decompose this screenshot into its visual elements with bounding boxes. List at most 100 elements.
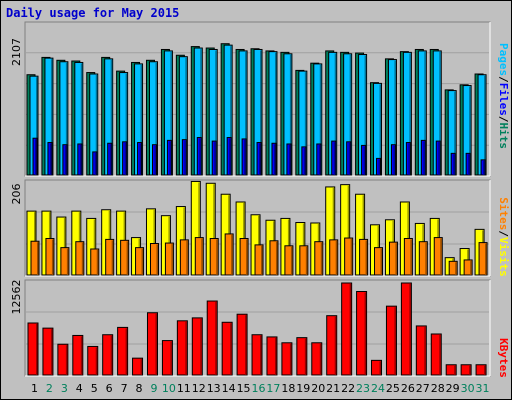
- bar-pages-day-17: [271, 142, 277, 176]
- x-label-day-11: 11: [177, 382, 191, 395]
- bars: [26, 43, 488, 376]
- legend-sites: Sites: [497, 197, 510, 230]
- bar-sites-day-10: [164, 242, 174, 276]
- x-label-day-17: 17: [266, 382, 280, 395]
- bar-kbytes-day-9: [146, 312, 158, 376]
- bar-kbytes-day-15: [236, 313, 248, 376]
- bar-sites-day-11: [179, 239, 189, 276]
- x-label-day-25: 25: [386, 382, 400, 395]
- bar-sites-day-27: [418, 241, 428, 276]
- legend-sep-2: /: [497, 116, 510, 123]
- y-max-label-kbytes: 12562: [10, 280, 23, 315]
- bar-sites-day-20: [314, 241, 324, 276]
- x-label-day-31: 31: [476, 382, 490, 395]
- bar-pages-day-11: [181, 139, 187, 176]
- legend-hits: Hits: [497, 123, 510, 150]
- bar-sites-day-8: [135, 247, 145, 276]
- y-max-label-visits: 206: [10, 184, 23, 205]
- bar-pages-day-5: [92, 151, 98, 176]
- x-label-day-13: 13: [207, 382, 221, 395]
- bar-pages-day-4: [77, 143, 83, 176]
- legend-kbytes: KBytes: [497, 338, 510, 378]
- bar-kbytes-day-11: [176, 320, 188, 376]
- x-label-day-15: 15: [237, 382, 251, 395]
- y-max-label-hits: 2107: [10, 38, 23, 66]
- x-label-day-16: 16: [252, 382, 266, 395]
- bar-kbytes-day-24: [371, 359, 383, 376]
- legend-sep-3: /: [497, 230, 510, 237]
- bar-sites-day-1: [30, 240, 40, 276]
- x-label-day-26: 26: [401, 382, 415, 395]
- x-label-day-24: 24: [371, 382, 385, 395]
- bar-kbytes-day-19: [296, 337, 308, 376]
- bar-kbytes-day-31: [475, 364, 487, 376]
- bar-sites-day-13: [209, 237, 219, 276]
- bar-pages-day-16: [256, 142, 262, 176]
- x-label-day-6: 6: [106, 382, 113, 395]
- x-label-day-14: 14: [222, 382, 236, 395]
- bar-sites-day-23: [359, 238, 369, 276]
- x-label-day-27: 27: [416, 382, 430, 395]
- bar-kbytes-day-17: [266, 336, 278, 376]
- x-label-day-12: 12: [192, 382, 206, 395]
- bar-pages-day-26: [405, 142, 411, 176]
- bar-pages-day-9: [151, 144, 157, 176]
- x-label-day-9: 9: [150, 382, 157, 395]
- legend-pages: Pages: [497, 43, 510, 76]
- bar-pages-day-18: [286, 143, 292, 176]
- bar-kbytes-day-7: [117, 326, 129, 376]
- bar-kbytes-day-30: [460, 364, 472, 376]
- bar-kbytes-day-2: [42, 327, 54, 376]
- x-label-day-23: 23: [356, 382, 370, 395]
- bar-kbytes-day-18: [281, 342, 293, 376]
- bar-kbytes-day-28: [430, 333, 442, 376]
- x-label-day-29: 29: [446, 382, 460, 395]
- bar-kbytes-day-16: [251, 334, 263, 376]
- bar-kbytes-day-3: [57, 343, 69, 376]
- bar-pages-day-15: [241, 138, 247, 176]
- x-label-day-5: 5: [91, 382, 98, 395]
- x-label-day-10: 10: [162, 382, 176, 395]
- legend-files: Files: [497, 83, 510, 116]
- bar-pages-day-19: [301, 146, 307, 176]
- bar-kbytes-day-6: [102, 334, 114, 376]
- legend-sep-1: /: [497, 76, 510, 83]
- bar-sites-day-14: [224, 233, 234, 276]
- bar-sites-day-3: [60, 247, 70, 276]
- bar-pages-day-27: [420, 139, 426, 176]
- legend-visits: Visits: [497, 237, 510, 277]
- bar-kbytes-day-25: [385, 305, 397, 376]
- bar-kbytes-day-1: [27, 322, 39, 376]
- bar-pages-day-30: [465, 152, 471, 176]
- bar-kbytes-day-26: [400, 282, 412, 376]
- bar-pages-day-7: [122, 141, 128, 176]
- x-label-day-2: 2: [46, 382, 53, 395]
- bar-sites-day-22: [344, 237, 354, 276]
- bar-sites-day-2: [45, 237, 55, 276]
- bar-pages-day-24: [376, 157, 382, 176]
- bar-pages-day-1: [32, 137, 38, 176]
- bar-sites-day-7: [120, 239, 130, 276]
- bar-pages-day-8: [137, 142, 143, 176]
- bar-kbytes-day-27: [415, 325, 427, 376]
- x-label-day-3: 3: [61, 382, 68, 395]
- bar-sites-day-4: [75, 241, 85, 276]
- bar-kbytes-day-21: [326, 315, 338, 376]
- x-axis-labels: 1 2 3 4 5 6 7 8 9 10 11 12 13 14 15 16 17 18 19 20 21 22 23 24 2…: [31, 382, 490, 395]
- bar-sites-day-15: [239, 237, 249, 276]
- bar-sites-day-12: [194, 237, 204, 276]
- bar-pages-day-28: [435, 140, 441, 176]
- bar-pages-day-3: [62, 144, 68, 176]
- bar-pages-day-22: [346, 141, 352, 176]
- bar-sites-day-25: [388, 241, 398, 276]
- bar-kbytes-day-10: [161, 340, 173, 376]
- x-label-day-1: 1: [31, 382, 38, 395]
- bar-kbytes-day-14: [221, 321, 233, 376]
- x-label-day-30: 30: [461, 382, 475, 395]
- x-label-day-18: 18: [281, 382, 295, 395]
- bar-kbytes-day-8: [132, 357, 144, 376]
- legend-hits-panel: Pages/Files/Hits: [497, 43, 510, 149]
- bar-sites-day-21: [329, 239, 339, 276]
- bar-sites-day-17: [269, 240, 279, 276]
